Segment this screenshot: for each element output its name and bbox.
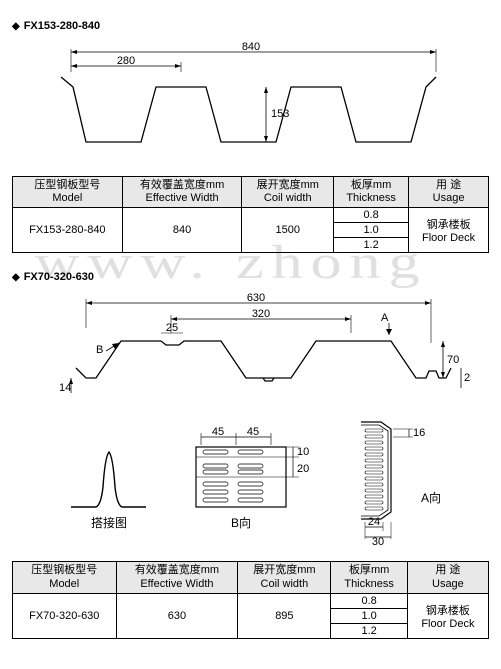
th-width1: 有效覆盖宽度mmEffective Width	[122, 177, 242, 208]
svg-text:20: 20	[297, 463, 309, 475]
cell-width1: 840	[122, 208, 242, 253]
dim-h70: 70	[447, 354, 459, 366]
th-usage2: 用 途Usage	[407, 562, 488, 593]
th-usage1: 用 途Usage	[409, 177, 489, 208]
a-view-label: A向	[421, 490, 441, 505]
section1-diagram: 840 280 153	[12, 42, 489, 162]
svg-text:24: 24	[367, 516, 379, 528]
section2-title: FX70-320-630	[24, 271, 94, 283]
cell-coil1: 1500	[242, 208, 334, 253]
dim-lip14: 14	[59, 382, 71, 394]
dim-lip25: 25	[464, 372, 471, 384]
section1-title: FX153-280-840	[24, 20, 100, 32]
dim-inner-w2: 320	[251, 308, 269, 320]
table-row: FX153-280-840 840 1500 0.8 1.0 1.2 钢承楼板F…	[13, 208, 489, 253]
th-thick2: 板厚mmThickness	[331, 562, 407, 593]
th-coil2: 展开宽度mmCoil width	[238, 562, 331, 593]
svg-text:45: 45	[211, 426, 223, 438]
th-thick1: 板厚mmThickness	[334, 177, 409, 208]
profile-path1	[61, 77, 436, 142]
cell-usage1: 钢承楼板Floor Deck	[409, 208, 489, 253]
th-width2: 有效覆盖宽度mmEffective Width	[116, 562, 238, 593]
spec-table-1: 压型钢板型号Model 有效覆盖宽度mmEffective Width 展开宽度…	[12, 176, 489, 253]
cell-coil2: 895	[238, 593, 331, 638]
svg-text:30: 30	[371, 536, 383, 547]
dim-total-w2: 630	[246, 293, 264, 304]
section2-title-row: ◆ FX70-320-630	[12, 271, 489, 283]
dim-height1: 153	[271, 108, 289, 120]
cell-width2: 630	[116, 593, 238, 638]
b-view-group: 45 45 10	[196, 426, 309, 507]
svg-text:16: 16	[413, 427, 425, 439]
table-row: FX70-320-630 630 895 0.8 1.0 1.2 钢承楼板Flo…	[13, 593, 489, 638]
th-model1: 压型钢板型号Model	[13, 177, 123, 208]
b-view-label: B向	[230, 515, 250, 530]
label-A: A	[381, 312, 389, 324]
dim-pitch1: 280	[116, 55, 134, 67]
a-view-group: 16 24 30	[361, 422, 425, 547]
section2-main-diagram: 630 320 A 25 B 70 25 14	[12, 293, 489, 403]
cell-model2: FX70-320-630	[13, 593, 117, 638]
svg-text:10: 10	[297, 446, 309, 458]
cell-model1: FX153-280-840	[13, 208, 123, 253]
th-coil1: 展开宽度mmCoil width	[242, 177, 334, 208]
label-B: B	[96, 344, 103, 356]
svg-text:45: 45	[246, 426, 258, 438]
profile-path2	[76, 341, 451, 378]
lap-profile	[71, 452, 146, 507]
section2-detail-diagrams: 搭接图 45 45	[12, 417, 489, 547]
lap-label: 搭接图	[90, 515, 126, 530]
th-model2: 压型钢板型号Model	[13, 562, 117, 593]
section1-title-row: ◆ FX153-280-840	[12, 20, 489, 32]
cell-thick1: 0.8 1.0 1.2	[334, 208, 409, 253]
diamond-icon: ◆	[12, 272, 20, 283]
spec-table-2: 压型钢板型号Model 有效覆盖宽度mmEffective Width 展开宽度…	[12, 561, 489, 638]
cell-thick2: 0.8 1.0 1.2	[331, 593, 407, 638]
diamond-icon: ◆	[12, 21, 20, 32]
dim-total-w1: 840	[241, 42, 259, 53]
dim-notch: 25	[165, 322, 177, 334]
cell-usage2: 钢承楼板Floor Deck	[407, 593, 488, 638]
